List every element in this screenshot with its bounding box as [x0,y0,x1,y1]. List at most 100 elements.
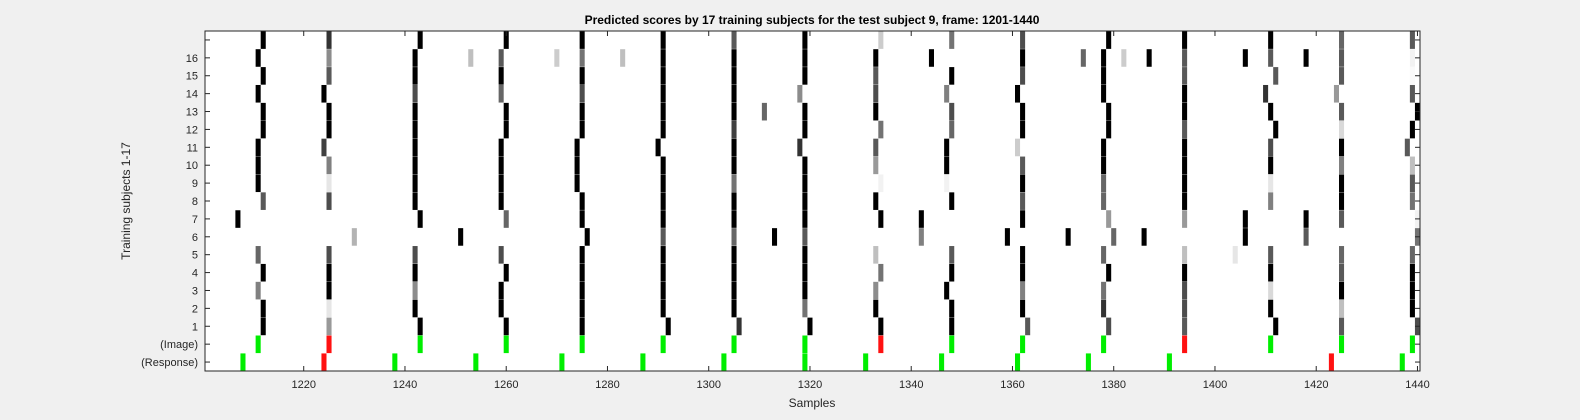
heatmap-cell [1101,84,1107,103]
y-tick-label: 12 [186,124,198,136]
heatmap-cell [326,49,332,67]
heatmap-cell [660,299,666,318]
heatmap-cell [240,353,246,371]
heatmap-cell [498,174,504,193]
heatmap-cell [660,49,666,67]
heatmap-cell [260,67,266,85]
heatmap-cell [412,299,418,318]
heatmap-cell [1182,120,1188,139]
x-tick-label: 1280 [595,379,619,391]
heatmap-cell [579,192,585,210]
heatmap-cell [235,210,241,228]
heatmap-cell [498,84,504,103]
heatmap-cell [1182,31,1188,49]
heatmap-cell [731,120,737,139]
heatmap-cell [1268,192,1274,210]
heatmap-cell [1182,49,1188,67]
heatmap-cell [574,138,580,157]
heatmap-cell [949,335,955,354]
heatmap-cell [412,67,418,85]
heatmap-cell [1339,138,1345,157]
heatmap-cell [802,210,808,228]
heatmap-cell [660,84,666,103]
heatmap-cell [873,192,879,210]
heatmap-cell [1020,67,1026,85]
y-tick-label: 5 [192,250,198,262]
heatmap-cell [503,210,509,228]
heatmap-cell [944,174,950,193]
heatmap-cell [731,156,737,175]
heatmap-cell [1182,246,1188,264]
heatmap-cell [660,281,666,300]
heatmap-cell [1268,174,1274,193]
heatmap-row [255,138,1410,157]
heatmap-cell [498,281,504,300]
heatmap-cell [949,246,955,264]
heatmap-cell [1273,120,1279,139]
heatmap-cell [1182,192,1188,210]
heatmap-cell [326,67,332,85]
heatmap-cell [1020,335,1026,354]
y-tick-label: 8 [192,196,198,208]
heatmap-cell [1020,281,1026,300]
heatmap-cell [1339,102,1345,121]
heatmap-cell [1182,138,1188,157]
heatmap-cell [1182,156,1188,175]
heatmap-cell [255,138,261,157]
heatmap-cell [761,102,767,121]
heatmap-cell [1409,120,1415,139]
y-tick-label: (Image) [160,339,198,351]
heatmap-cell [498,299,504,318]
heatmap-cell [873,299,879,318]
heatmap-cell [721,353,727,371]
heatmap-cell [326,174,332,193]
heatmap-cell [660,210,666,228]
heatmap-cell [802,67,808,85]
x-tick-label: 1320 [798,379,822,391]
heatmap-cell [1065,228,1071,246]
heatmap-cell [1268,246,1274,264]
heatmap-cell [498,246,504,264]
heatmap-cell [660,174,666,193]
heatmap-cell [1015,138,1021,157]
heatmap-cell [1020,174,1026,193]
heatmap-cell [878,210,884,228]
heatmap-cell [498,156,504,175]
heatmap-cell [326,263,332,282]
heatmap-cell [1020,246,1026,264]
heatmap-cell [1146,49,1152,67]
heatmap-cell [878,335,884,354]
heatmap-cell [1339,192,1345,210]
heatmap-cell [731,192,737,210]
heatmap-cell [1106,210,1112,228]
y-tick-label: 6 [192,232,198,244]
heatmap-cell [1015,353,1021,371]
heatmap-cell [949,31,955,49]
heatmap-cell [326,317,332,336]
heatmap-cell [1141,228,1147,246]
heatmap-row [240,353,1405,371]
heatmap-cell [417,31,423,49]
heatmap-cell [473,353,479,371]
heatmap-row [255,156,1415,175]
heatmap-cell [1268,263,1274,282]
heatmap-cell [731,138,737,157]
heatmap-cell [351,228,357,246]
heatmap-cell [873,138,879,157]
heatmap-cell [949,192,955,210]
heatmap-cell [1303,210,1309,228]
heatmap-cell [660,228,666,246]
heatmap-cell [1020,156,1026,175]
y-tick-label: 16 [186,53,198,65]
heatmap-cell [1339,281,1345,300]
heatmap-cell [1268,102,1274,121]
heatmap-cell [260,120,266,139]
heatmap-cell [1182,67,1188,85]
heatmap-cell [1106,102,1112,121]
heatmap-cell [1182,84,1188,103]
heatmap-cell [1182,263,1188,282]
heatmap-cell [498,49,504,67]
heatmap-cell [503,102,509,121]
